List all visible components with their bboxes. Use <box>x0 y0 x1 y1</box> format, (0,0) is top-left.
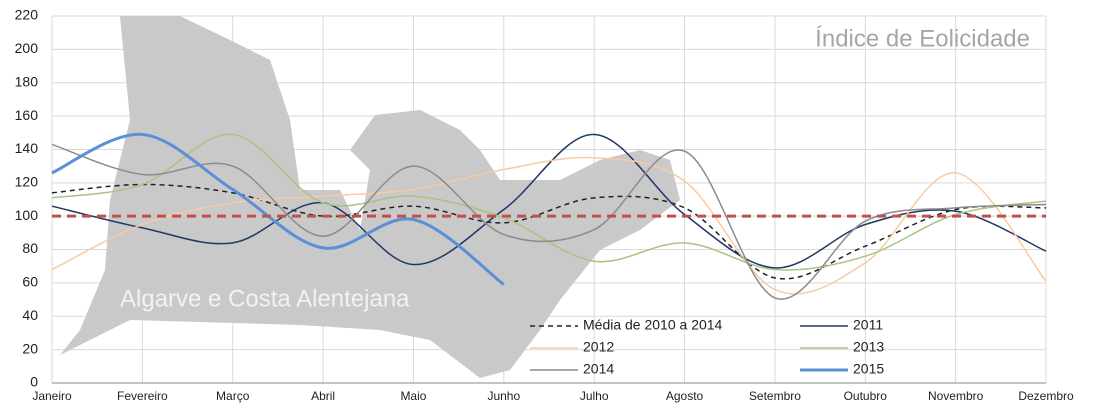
legend-label: 2013 <box>853 339 884 355</box>
x-tick-label: Janeiro <box>32 389 72 403</box>
x-tick-label: Março <box>216 389 250 403</box>
chart-annotation: Índice de Eolicidade <box>815 25 1030 52</box>
legend-label: 2012 <box>583 339 614 355</box>
map-silhouette <box>60 16 680 378</box>
x-tick-label: Maio <box>400 389 426 403</box>
legend-label: 2011 <box>853 317 883 333</box>
x-tick-label: Fevereiro <box>117 389 168 403</box>
x-tick-label: Agosto <box>666 389 704 403</box>
x-tick-label: Dezembro <box>1018 389 1074 403</box>
y-tick-label: 180 <box>15 73 39 89</box>
y-tick-label: 200 <box>15 40 39 56</box>
series-line <box>51 143 1047 300</box>
x-tick-label: Julho <box>580 389 609 403</box>
series-line <box>51 133 1047 271</box>
y-tick-label: 220 <box>15 7 39 23</box>
x-tick-label: Junho <box>487 389 520 403</box>
legend-label: Média de 2010 a 2014 <box>583 317 723 333</box>
y-tick-label: 120 <box>15 174 39 190</box>
legend-label: 2014 <box>583 361 614 377</box>
map-label: Algarve e Costa Alentejana <box>120 285 410 312</box>
x-tick-label: Outubro <box>844 389 888 403</box>
y-tick-label: 40 <box>22 307 38 323</box>
y-tick-label: 140 <box>15 140 39 156</box>
x-tick-label: Novembro <box>928 389 984 403</box>
legend-label: 2015 <box>853 361 884 377</box>
series-line <box>51 156 1047 295</box>
y-tick-label: 100 <box>15 207 39 223</box>
y-tick-label: 20 <box>22 340 38 356</box>
y-tick-label: 80 <box>22 240 38 256</box>
x-tick-label: Abril <box>311 389 335 403</box>
y-tick-label: 60 <box>22 274 38 290</box>
x-tick-label: Setembro <box>749 389 801 403</box>
series-line <box>51 132 505 286</box>
y-tick-label: 160 <box>15 107 39 123</box>
y-tick-label: 0 <box>30 374 38 390</box>
